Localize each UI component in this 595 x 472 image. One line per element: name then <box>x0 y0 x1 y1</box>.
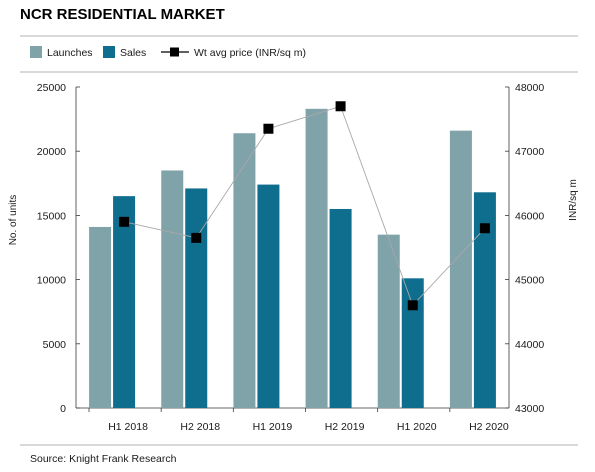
x-tick-label: H1 2018 <box>108 421 148 433</box>
price-marker <box>263 123 274 134</box>
legend-launches-swatch <box>30 46 42 58</box>
y2-tick-label: 43000 <box>515 403 544 415</box>
legend-sales-label: Sales <box>120 47 146 59</box>
price-line <box>123 105 486 307</box>
legend: Launches Sales Wt avg price (INR/sq m) <box>30 46 306 59</box>
y2-tick-label: 44000 <box>515 339 544 351</box>
x-tick-label: H2 2019 <box>325 421 365 433</box>
bar-launches <box>89 226 112 408</box>
legend-price-marker <box>170 47 179 57</box>
price-marker <box>119 216 130 227</box>
plot-area: 0 5000 10000 15000 20000 25000 43000 44000 45000… <box>37 82 545 433</box>
bar-sales <box>473 192 496 408</box>
y-tick-label: 25000 <box>37 82 66 94</box>
price-marker <box>479 223 490 234</box>
source-text: Source: Knight Frank Research <box>30 453 177 465</box>
bar-launches <box>377 234 400 408</box>
bar-sales <box>401 278 424 408</box>
y2-tick-label: 45000 <box>515 275 544 287</box>
x-tick-label: H1 2020 <box>397 421 437 433</box>
bar-sales <box>257 184 280 408</box>
y2-tick-label: 47000 <box>515 146 544 158</box>
x-tick-label: H2 2020 <box>469 421 509 433</box>
y-tick-label: 5000 <box>43 339 67 351</box>
x-tick-label: H2 2018 <box>180 421 220 433</box>
legend-sales-swatch <box>103 46 115 58</box>
bar-sales <box>329 208 352 408</box>
bar-sales <box>113 196 136 408</box>
chart-title: NCR RESIDENTIAL MARKET <box>20 6 225 23</box>
y-axis-label: No. of units <box>8 195 19 246</box>
bar-launches <box>233 133 256 408</box>
bar-launches <box>305 108 328 408</box>
price-marker <box>191 232 202 243</box>
legend-price-label: Wt avg price (INR/sq m) <box>194 47 306 59</box>
bar-launches <box>449 130 472 408</box>
bar-sales <box>185 188 208 408</box>
y-tick-label: 10000 <box>37 275 66 287</box>
price-marker <box>407 300 418 311</box>
y2-tick-label: 46000 <box>515 210 544 222</box>
price-marker <box>335 101 346 112</box>
bar-launches <box>161 170 184 408</box>
y2-tick-label: 48000 <box>515 82 544 94</box>
y-tick-label: 0 <box>60 403 66 415</box>
x-tick-label: H1 2019 <box>253 421 293 433</box>
y2-axis-label: INR/sq m <box>568 179 579 221</box>
y-tick-label: 15000 <box>37 210 66 222</box>
legend-launches-label: Launches <box>47 47 93 59</box>
y-tick-label: 20000 <box>37 146 66 158</box>
